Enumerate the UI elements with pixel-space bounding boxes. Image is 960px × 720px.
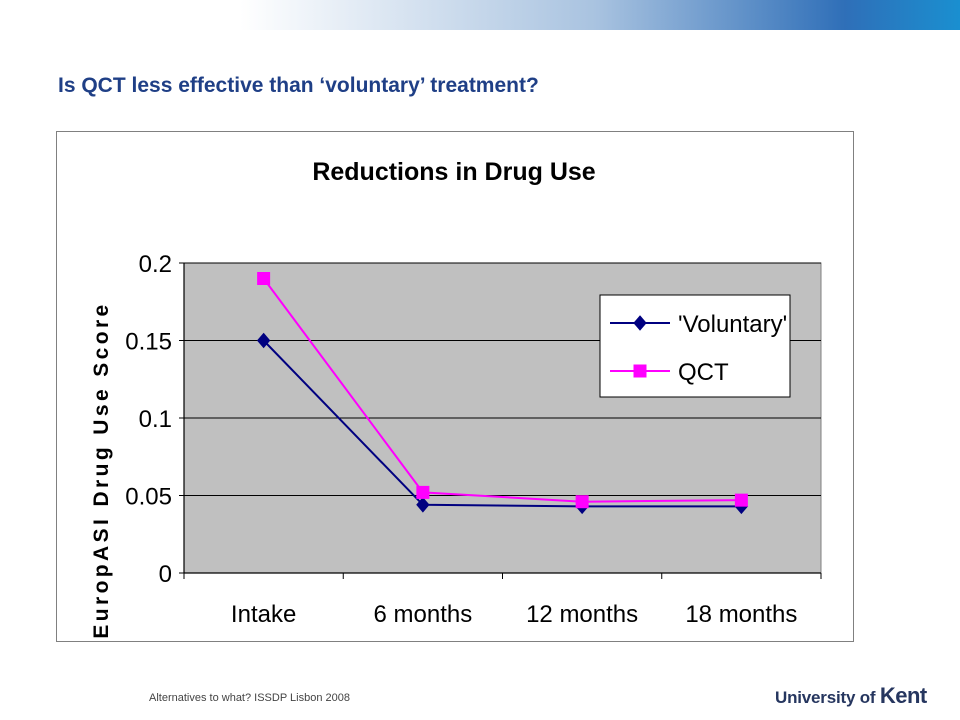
series-line-0: [262, 339, 742, 508]
chart-frame: Reductions in Drug Use EuropASI Drug Use…: [56, 131, 854, 642]
y-tick-label: 0: [159, 561, 172, 588]
y-tick-label: 0.15: [125, 329, 172, 356]
data-point: [257, 272, 271, 285]
legend-label: 'Voluntary': [678, 311, 787, 338]
y-axis-label: EuropASI Drug Use Score: [90, 301, 113, 638]
logo-name: Kent: [879, 683, 927, 708]
header-band: [0, 0, 960, 30]
footer-text: Alternatives to what? ISSDP Lisbon 2008: [149, 692, 350, 704]
series-line-1: [262, 277, 742, 503]
y-tick-label: 0.2: [139, 251, 172, 278]
x-tick-label: 6 months: [374, 601, 473, 628]
logo-prefix: University of: [775, 688, 876, 707]
x-tick-label: Intake: [231, 601, 296, 628]
chart-title: Reductions in Drug Use: [312, 158, 595, 186]
data-point: [575, 495, 589, 509]
data-point: [734, 493, 748, 507]
chart-svg: Reductions in Drug Use EuropASI Drug Use…: [90, 158, 822, 639]
legend-label: QCT: [678, 359, 729, 386]
legend-box: [599, 294, 791, 398]
legend-marker: [633, 364, 647, 378]
x-tick-label: 18 months: [685, 601, 797, 628]
university-logo: University of Kent: [775, 683, 927, 709]
slide-title: Is QCT less effective than ‘voluntary’ t…: [58, 74, 539, 97]
legend-marker: [633, 315, 647, 331]
data-point: [416, 485, 430, 499]
data-point: [256, 332, 271, 349]
y-tick-label: 0.1: [139, 406, 172, 433]
y-tick-label: 0.05: [125, 484, 172, 511]
x-tick-label: 12 months: [526, 601, 638, 628]
data-point: [416, 497, 430, 513]
